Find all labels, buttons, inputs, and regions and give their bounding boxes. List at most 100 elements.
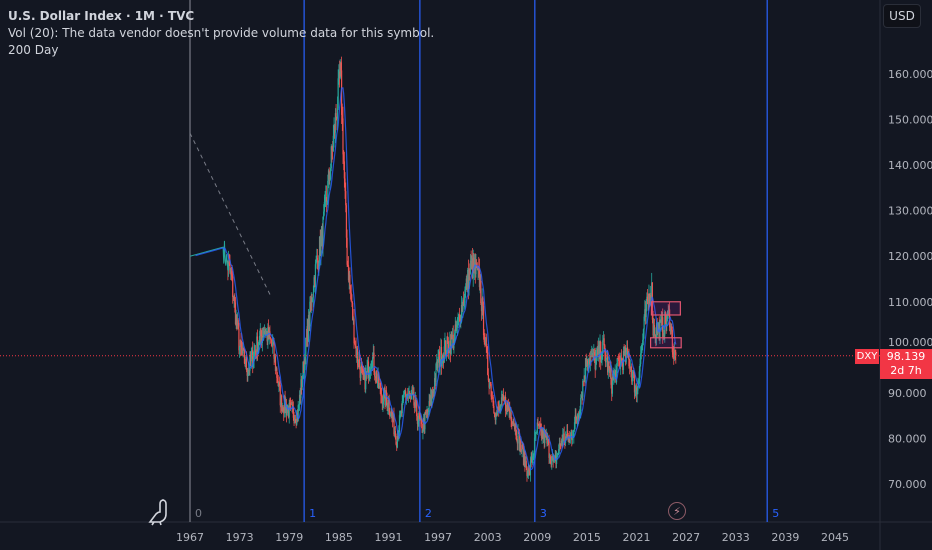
candle-body <box>482 305 485 336</box>
candle-body <box>641 343 643 351</box>
candle-body <box>303 361 305 373</box>
candle-body <box>373 352 375 373</box>
cycle-label: 3 <box>540 507 547 520</box>
candle-body <box>611 376 614 394</box>
candle-body <box>352 303 354 321</box>
candle-body <box>418 412 421 419</box>
candle-body <box>280 395 282 406</box>
candle-body <box>347 265 350 281</box>
candle-body <box>507 404 509 411</box>
candle-body <box>256 336 258 355</box>
candle-body <box>510 412 512 421</box>
candle-body <box>613 375 615 380</box>
candle-body <box>592 353 594 361</box>
candle-body <box>327 170 330 181</box>
candle-body <box>564 442 566 443</box>
candle-body <box>465 278 467 287</box>
candle-body <box>669 327 671 332</box>
candle-body <box>547 439 549 442</box>
candle-body <box>272 343 274 346</box>
candle-body <box>434 378 436 391</box>
candle-body <box>341 114 343 119</box>
candle-body <box>298 394 301 405</box>
candle-body <box>524 450 526 467</box>
candle-body <box>414 405 416 407</box>
candle-body <box>456 327 458 332</box>
tradingview-dino-icon[interactable] <box>148 498 174 526</box>
candle-body <box>575 415 577 418</box>
candle-body <box>307 314 310 342</box>
candle-body <box>612 376 614 380</box>
candle-body <box>263 330 266 334</box>
candle-body <box>299 394 301 399</box>
candle-body <box>245 357 247 367</box>
candle-body <box>574 415 576 423</box>
candle-body <box>478 268 481 288</box>
candle-body <box>626 347 629 356</box>
candle-body <box>376 370 378 384</box>
indicator-legend[interactable]: 200 Day <box>8 43 59 57</box>
candle-body <box>358 359 360 366</box>
candle-body <box>389 411 391 417</box>
candle-body <box>505 397 507 411</box>
candle-body <box>321 226 323 247</box>
candle-body <box>250 355 252 362</box>
candle-body <box>276 368 278 378</box>
candle-body <box>647 301 649 304</box>
candle-body <box>516 435 518 440</box>
candle-body <box>315 262 317 265</box>
candle-body <box>420 418 423 424</box>
candle-body <box>330 146 332 169</box>
symbol-title[interactable]: U.S. Dollar Index · 1M · TVC <box>8 9 195 23</box>
candle-body <box>236 314 238 326</box>
candle-body <box>564 436 567 443</box>
candle-body <box>270 339 272 344</box>
candle-body <box>609 367 611 373</box>
candle-body <box>598 344 600 359</box>
candle-body <box>540 429 543 438</box>
candle-body <box>350 292 352 302</box>
candle-body <box>316 258 319 261</box>
candle-body <box>635 387 638 395</box>
candle-body <box>463 302 465 306</box>
cycle-label: 5 <box>772 507 779 520</box>
candle-body <box>293 417 295 424</box>
candle-body <box>654 334 656 336</box>
candle-body <box>553 459 555 462</box>
candle-body <box>370 367 372 370</box>
candle-body <box>418 412 420 421</box>
candle-body <box>615 366 618 383</box>
candle-body <box>279 385 281 406</box>
candle-body <box>453 342 455 349</box>
candle-body <box>332 150 334 152</box>
candle-body <box>451 334 453 340</box>
candle-body <box>385 390 387 406</box>
candle-body <box>476 266 478 270</box>
x-tick-label: 2039 <box>771 531 799 544</box>
candle-body <box>640 353 642 365</box>
candle-body <box>360 365 362 378</box>
candle-body <box>596 348 598 354</box>
x-tick-label: 1967 <box>176 531 204 544</box>
lightning-icon[interactable]: ⚡ <box>668 502 686 520</box>
candle-body <box>591 353 593 357</box>
candle-body <box>655 322 658 338</box>
candle-body <box>554 455 556 458</box>
candle-body <box>648 293 650 304</box>
candle-body <box>609 368 611 373</box>
candle-body <box>666 319 668 327</box>
candle-body <box>366 367 368 373</box>
candle-body <box>529 470 531 476</box>
candle-body <box>560 440 563 446</box>
candle-body <box>274 356 276 359</box>
candle-body <box>488 380 490 388</box>
candle-body <box>240 339 242 347</box>
candle-body <box>464 289 466 303</box>
candle-body <box>374 376 376 379</box>
currency-button[interactable]: USD <box>883 4 921 28</box>
candle-body <box>585 358 587 366</box>
candle-body <box>345 191 347 206</box>
candle-body <box>318 263 320 269</box>
candle-body <box>354 343 356 345</box>
